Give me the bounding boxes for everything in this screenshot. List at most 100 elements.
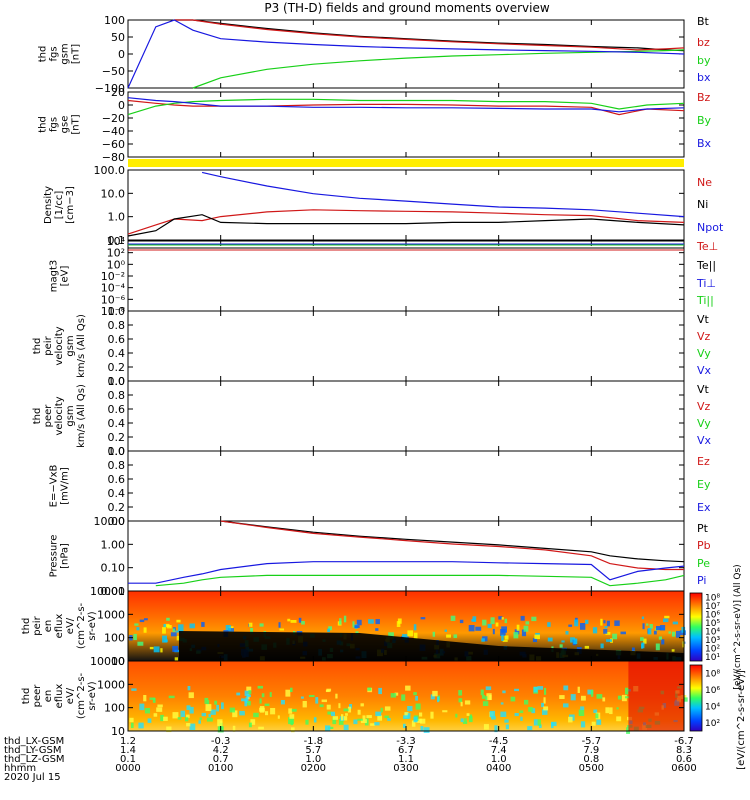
y-tick-label: 10⁻⁶ bbox=[101, 293, 126, 306]
y-tick-label: 20 bbox=[111, 86, 125, 99]
y-tick-label: 0.0 bbox=[108, 445, 126, 458]
side-label: [eV/(cm^2-s-sr-eV)] bbox=[736, 670, 747, 770]
y-tick-label: 0.1 bbox=[108, 234, 126, 247]
y-tick-label: 10 bbox=[111, 655, 125, 668]
y-tick-label: 10⁻⁴ bbox=[101, 282, 126, 295]
panel-peir_spec: 10000 1000 100 10 thd peir en eflux eV/(cm^2-s-s… bbox=[21, 585, 686, 668]
y-tick-label: −60 bbox=[102, 138, 125, 151]
colorbar-tick-label: 10³ bbox=[705, 636, 720, 646]
ephem-value: 7.9 bbox=[583, 745, 599, 756]
series-line-Pb bbox=[220, 520, 684, 571]
legend-entry: Pe bbox=[697, 557, 710, 570]
legend-entry: Ni bbox=[697, 198, 708, 211]
legend-entry: Bx bbox=[697, 137, 712, 150]
ephem-value: 7.4 bbox=[491, 745, 507, 756]
mode-status-bar bbox=[128, 159, 684, 167]
ephem-value: 0.6 bbox=[676, 754, 692, 765]
ephem-value: 0300 bbox=[393, 763, 418, 774]
series-line-Pe bbox=[155, 574, 685, 587]
y-tick-label: 0 bbox=[118, 99, 125, 112]
y-tick-label: 100.0 bbox=[94, 164, 126, 177]
y-axis-label: (cm^2-s- bbox=[76, 602, 87, 649]
y-axis-label: km/s (All Qs) bbox=[76, 314, 87, 378]
ephem-value: 0100 bbox=[208, 763, 233, 774]
y-axis-label: thd bbox=[38, 116, 49, 133]
y-tick-label: −40 bbox=[102, 125, 125, 138]
legend-entry: Vx bbox=[697, 364, 712, 377]
y-axis-label: velocity bbox=[54, 396, 65, 435]
ephem-value: 1.0 bbox=[305, 754, 321, 765]
legend-entry: Vz bbox=[697, 330, 711, 343]
y-tick-label: −50 bbox=[102, 65, 125, 78]
y-tick-label: 10.00 bbox=[94, 515, 126, 528]
ephem-value: -5.7 bbox=[582, 736, 602, 747]
ephem-row-label: hhmm bbox=[4, 763, 36, 774]
legend-entry: Pi bbox=[697, 574, 706, 587]
series-line-Bt bbox=[174, 19, 685, 52]
colorbar-tick-label: 10¹ bbox=[705, 653, 720, 663]
y-tick-label: 0.2 bbox=[108, 361, 126, 374]
y-axis-label: km/s (All Qs) bbox=[76, 384, 87, 448]
y-tick-label: 1.00 bbox=[101, 538, 126, 551]
colorbar-tick-label: 10⁷ bbox=[705, 602, 720, 612]
series-line-Ne bbox=[127, 209, 685, 235]
series-line-Pt bbox=[220, 520, 685, 563]
y-tick-label: 10⁻² bbox=[101, 270, 125, 283]
ephem-value: -6.7 bbox=[674, 736, 694, 747]
ephem-value: 8.3 bbox=[676, 745, 692, 756]
y-axis-label: eV/ bbox=[65, 687, 76, 704]
y-axis-label: [nPa] bbox=[60, 543, 71, 569]
ephem-value: 4.2 bbox=[213, 745, 229, 756]
colorbar-tick-label: 10⁶ bbox=[705, 686, 720, 696]
colorbar-tick-label: 10⁸ bbox=[705, 593, 720, 603]
y-tick-label: 10000 bbox=[90, 585, 125, 598]
ephem-value: -1.8 bbox=[304, 736, 324, 747]
legend-entry: bz bbox=[697, 36, 710, 49]
legend-entry: Te⊥ bbox=[696, 240, 718, 253]
y-tick-label: −100 bbox=[95, 82, 125, 95]
y-tick-label: 10 bbox=[111, 725, 125, 738]
y-axis-label: gsm bbox=[60, 43, 71, 64]
panel-fgs_gse: 200−20−40−60−80 thd fgs gse [nT] Bz By Bx bbox=[38, 86, 712, 164]
legend-entry: Vz bbox=[697, 400, 711, 413]
ephem-row-label: thd_LZ-GSM bbox=[4, 754, 65, 765]
legend-entry: by bbox=[697, 54, 711, 67]
colorbar-tick-label: 10⁴ bbox=[705, 627, 720, 637]
legend-entry: Ex bbox=[697, 501, 711, 514]
y-axis-label: gse bbox=[60, 116, 71, 134]
y-tick-label: −80 bbox=[102, 151, 125, 164]
series-line-By bbox=[127, 98, 685, 116]
panel-frame bbox=[127, 520, 685, 592]
y-tick-label: 1.0 bbox=[108, 211, 126, 224]
legend-entry: Npot bbox=[697, 221, 724, 234]
series-line-Ni bbox=[127, 214, 685, 237]
figure-title: P3 (TH-D) fields and ground moments over… bbox=[264, 1, 549, 15]
legend-entry: Ti|| bbox=[696, 294, 714, 307]
legend-entry: Pt bbox=[697, 522, 709, 535]
ephem-value: 6.7 bbox=[398, 745, 414, 756]
y-axis-label: eflux bbox=[54, 614, 65, 639]
panel-fgs_gsm: 100 50 0 −50 −100 thd fgs gsm [nT] Bt bz by bx bbox=[38, 14, 711, 95]
ephem-value: 1.4 bbox=[120, 745, 136, 756]
panel-frame bbox=[127, 380, 685, 452]
panel-frame bbox=[127, 169, 685, 241]
series-line-bx bbox=[127, 19, 685, 89]
y-axis-label: peer bbox=[43, 404, 54, 428]
y-axis-label: (cm^2-s- bbox=[76, 672, 87, 719]
legend-entry: Vt bbox=[697, 383, 710, 396]
y-tick-label: 10² bbox=[107, 247, 125, 260]
y-tick-label: 100 bbox=[104, 632, 125, 645]
y-axis-label: eflux bbox=[54, 684, 65, 709]
y-tick-label: 100 bbox=[104, 14, 125, 27]
series-line-Bx bbox=[127, 97, 685, 113]
ephem-value: 0.1 bbox=[120, 754, 136, 765]
ephem-row-label: thd_LY-GSM bbox=[4, 745, 61, 756]
legend-entry: Vy bbox=[697, 347, 711, 360]
y-axis-label: en bbox=[43, 690, 54, 703]
panel-frame bbox=[127, 310, 685, 382]
y-tick-label: 1000 bbox=[97, 608, 125, 621]
legend-entry: By bbox=[697, 114, 712, 127]
y-tick-label: 0.8 bbox=[108, 459, 126, 472]
y-tick-label: 0.2 bbox=[108, 431, 126, 444]
